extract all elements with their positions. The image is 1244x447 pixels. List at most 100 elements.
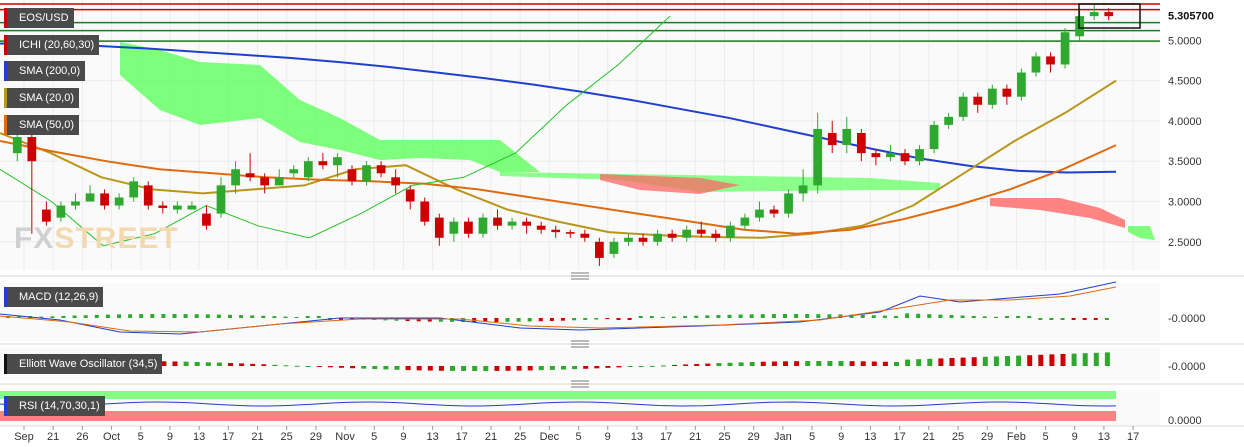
ewo-bar	[827, 361, 833, 366]
ewo-bar	[849, 361, 855, 366]
series-line-sma	[0, 140, 1117, 235]
x-tick-label: 26	[76, 431, 88, 443]
candle-body	[944, 116, 954, 125]
ewo-bar	[938, 358, 944, 366]
candle-body	[536, 225, 546, 230]
macd-histogram-bar	[583, 318, 588, 320]
macd-histogram-bar	[183, 314, 188, 318]
macd-histogram-bar	[927, 314, 932, 318]
ewo-bar	[427, 366, 433, 371]
ewo-bar	[450, 366, 455, 371]
macd-histogram-bar	[672, 316, 676, 318]
candle-body	[798, 185, 808, 194]
candle-body	[784, 193, 793, 214]
macd-label[interactable]: MACD (12,26,9)	[4, 287, 104, 307]
candle	[85, 185, 95, 202]
ewo-bar	[261, 364, 267, 366]
candle-body	[653, 233, 662, 242]
candle-body	[1031, 56, 1041, 73]
macd-histogram-bar	[272, 316, 277, 318]
sma50-label[interactable]: SMA (50,0)	[4, 115, 80, 135]
candle	[813, 112, 823, 194]
ewo-bar	[838, 361, 844, 366]
ichimoku-label[interactable]: ICHI (20,60,30)	[4, 35, 100, 55]
candle-body	[827, 132, 837, 146]
macd-histogram-bar	[605, 318, 610, 320]
ewo-bar	[727, 362, 733, 366]
macd-histogram-bar	[683, 316, 688, 318]
macd-histogram-bar	[738, 314, 743, 318]
ewo-bar	[483, 366, 489, 371]
candle-body	[1046, 56, 1055, 65]
sma200-label[interactable]: SMA (200,0)	[4, 61, 86, 81]
ewo-bar	[416, 366, 422, 371]
candle	[1089, 4, 1099, 21]
x-tick-label: 13	[1098, 431, 1110, 443]
macd-histogram-bar	[960, 315, 965, 318]
candle	[682, 225, 692, 242]
ewo-bar	[683, 364, 689, 366]
candle-body	[1060, 32, 1070, 65]
candle-body	[420, 201, 430, 222]
macd-histogram-bar	[971, 315, 976, 318]
candle-body	[303, 161, 313, 178]
y-tick-label: 2.5000	[1168, 237, 1202, 249]
candle-body	[580, 233, 590, 238]
ewo-bar	[1060, 354, 1066, 366]
candle	[638, 233, 648, 246]
candle-body	[856, 132, 866, 154]
ewo-bar	[327, 366, 333, 368]
ewo-bar	[194, 361, 200, 366]
macd-histogram-bar	[1082, 318, 1087, 320]
macd-histogram-bar	[150, 314, 155, 318]
ewo-bar	[916, 359, 922, 366]
macd-histogram-bar	[350, 318, 355, 320]
macd-histogram-bar	[239, 315, 244, 318]
candle	[56, 201, 66, 222]
rsi-y-tick-label: 0.0000	[1168, 415, 1202, 427]
ewo-bar	[250, 363, 256, 366]
macd-histogram-bar	[627, 318, 632, 320]
ewo-bar	[1104, 352, 1110, 366]
last-price-label: 5.305700	[1168, 11, 1214, 23]
ewo-label[interactable]: Elliott Wave Oscillator (34,5)	[4, 354, 163, 374]
candle	[958, 92, 968, 121]
candle	[318, 153, 328, 170]
candle	[798, 169, 808, 202]
ewo-bar	[205, 362, 211, 366]
candle	[143, 181, 153, 210]
ichimoku-cloud-bearish	[990, 198, 1125, 228]
sma20-label[interactable]: SMA (20,0)	[4, 88, 80, 108]
ewo-bar	[294, 365, 300, 367]
macd-histogram-bar	[949, 315, 954, 318]
ewo-bar	[216, 362, 222, 366]
ewo-bar	[472, 366, 478, 371]
macd-histogram-bar	[816, 314, 821, 318]
ewo-bar	[272, 364, 278, 366]
rsi-line	[0, 401, 1117, 407]
candle-body	[85, 193, 95, 202]
candle-body	[318, 161, 328, 166]
x-tick-label: 29	[981, 431, 993, 443]
candle	[100, 189, 109, 210]
candle-body	[609, 241, 619, 254]
x-tick-label: 9	[605, 431, 611, 443]
x-tick-label: 13	[864, 431, 876, 443]
candle-body	[333, 157, 342, 166]
candle-body	[478, 217, 488, 234]
x-tick-label: 17	[1127, 431, 1139, 443]
candle	[929, 120, 939, 154]
candle	[449, 217, 459, 242]
ewo-bar	[438, 366, 444, 371]
ewo-bar	[316, 366, 322, 367]
rsi-label[interactable]: RSI (14,70,30,1)	[4, 396, 105, 416]
macd-histogram-bar	[905, 313, 910, 318]
x-tick-label: 29	[748, 431, 760, 443]
ewo-bar	[549, 366, 555, 370]
ewo-bar	[749, 362, 755, 366]
symbol-label[interactable]: EOS/USD	[4, 8, 74, 28]
macd-histogram-bar	[516, 318, 521, 322]
macd-histogram-bar	[538, 318, 543, 322]
candle-body	[987, 88, 997, 105]
macd-histogram-bar	[83, 315, 88, 318]
